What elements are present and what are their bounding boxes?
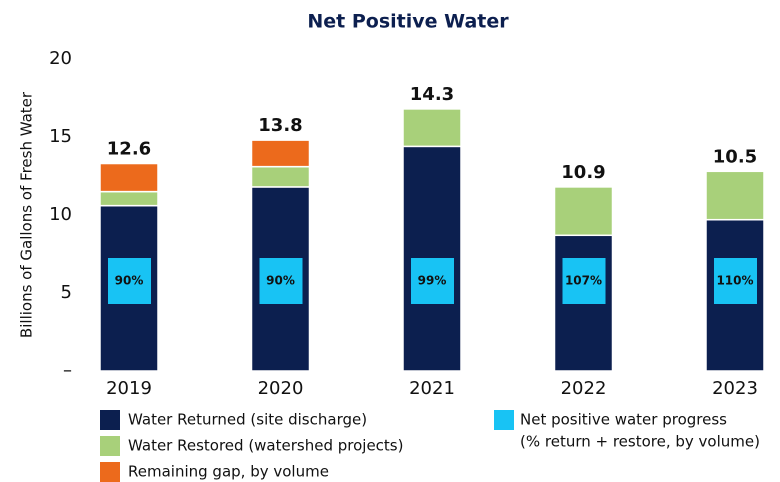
progress-label: 90%: [115, 274, 144, 288]
x-tick-label: 2019: [106, 378, 152, 399]
progress-box: [259, 258, 303, 304]
bar-segment: [250, 165, 311, 188]
y-tick-label: 15: [49, 126, 72, 147]
bar-segment: [553, 186, 614, 237]
bar-segment: [99, 162, 159, 193]
legend-label: Water Restored (watershed projects): [128, 437, 403, 455]
bar-segment: [99, 190, 159, 207]
legend-label: (% return + restore, by volume): [520, 433, 760, 451]
legend-swatch: [100, 410, 120, 430]
y-tick-label: –: [63, 360, 72, 381]
progress-label: 99%: [418, 274, 447, 288]
bar-segment: [402, 108, 462, 148]
total-label: 14.3: [410, 84, 454, 105]
legend-swatch: [100, 462, 120, 482]
x-tick-label: 2021: [409, 378, 455, 399]
bar-segment: [250, 139, 311, 168]
x-tick-label: 2023: [712, 378, 758, 399]
legend-label: Water Returned (site discharge): [128, 411, 367, 429]
progress-box: [714, 258, 757, 304]
progress-box: [108, 258, 151, 304]
progress-box: [411, 258, 454, 304]
y-tick-label: 20: [49, 48, 72, 69]
legend-swatch: [494, 410, 514, 430]
progress-box: [562, 258, 606, 304]
progress-label: 107%: [565, 274, 602, 288]
bar-segment: [705, 170, 765, 221]
progress-label: 110%: [716, 274, 753, 288]
legend-swatch: [100, 436, 120, 456]
y-tick-label: 10: [49, 204, 72, 225]
total-label: 13.8: [258, 115, 302, 136]
legend-label: Net positive water progress: [520, 411, 727, 429]
chart-title: Net Positive Water: [307, 11, 509, 33]
total-label: 10.5: [713, 146, 757, 167]
y-tick-label: 5: [61, 282, 72, 303]
progress-label: 90%: [266, 274, 295, 288]
total-label: 10.9: [561, 162, 605, 183]
x-tick-label: 2022: [561, 378, 607, 399]
y-axis-label: Billions of Gallons of Fresh Water: [18, 91, 36, 338]
total-label: 12.6: [107, 139, 151, 160]
legend-label: Remaining gap, by volume: [128, 463, 329, 481]
x-tick-label: 2020: [258, 378, 304, 399]
